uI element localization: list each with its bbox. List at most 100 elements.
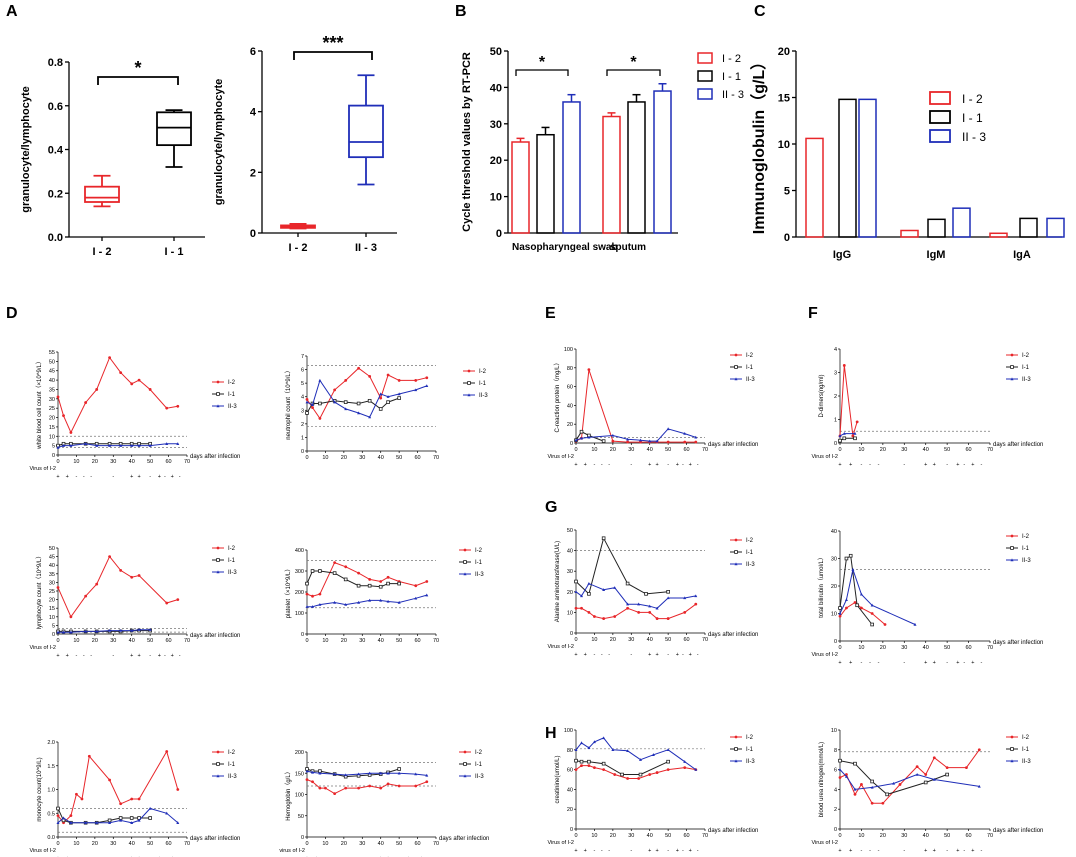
data-point	[357, 571, 360, 575]
virus-row-mark: -	[903, 462, 905, 468]
barchart-B-y-tick-label: 0	[496, 228, 502, 240]
legend-marker	[734, 562, 738, 566]
linechart-D1-y-tick-label: 55	[49, 350, 55, 356]
legend-marker	[216, 762, 220, 766]
linechart-x-tick-label: 60	[684, 637, 690, 643]
virus-row-mark: -	[981, 462, 983, 468]
legend-label: I-1	[228, 392, 236, 398]
legend-label: II - 3	[722, 89, 744, 101]
linechart-D6-y-tick-label: 100	[295, 793, 304, 799]
linechart-E-y-tick-label: 80	[567, 366, 573, 372]
linechart-x-tick-label: 20	[341, 638, 347, 644]
legend-label: II - 3	[962, 130, 986, 144]
linechart-x-tick-label: 70	[184, 841, 190, 847]
data-point	[130, 628, 134, 632]
data-point	[84, 442, 88, 445]
linechart-D3-y-tick-label: 15	[49, 606, 55, 612]
linechart-D1-y-tick-label: 20	[49, 416, 55, 422]
linechart-x-tick-label: 50	[665, 447, 671, 453]
linechart-xlabel: days after infection	[190, 454, 240, 460]
bar-sputum	[602, 115, 621, 234]
linechart-G1-y-tick-label: 40	[567, 549, 573, 555]
legend-label: I-1	[228, 762, 236, 768]
data-point	[666, 590, 670, 594]
virus-row-mark: -	[149, 474, 151, 480]
virus-row-mark: -	[697, 848, 699, 854]
linechart-x-tick-label: 30	[628, 447, 634, 453]
data-point	[574, 606, 578, 610]
data-point	[870, 785, 874, 789]
data-point	[165, 811, 169, 815]
data-point	[84, 401, 88, 404]
data-point	[626, 437, 630, 441]
linechart-G1-y-tick-label: 50	[567, 528, 573, 534]
data-point	[666, 617, 670, 620]
linechart-x-tick-label: 20	[880, 447, 886, 453]
data-point	[343, 400, 348, 404]
barchart-B-ylabel: Cycle threshold values by RT-PCR	[461, 52, 473, 232]
panel-label-F: F	[808, 305, 818, 322]
data-point	[378, 407, 383, 411]
virus-row-mark: +	[130, 653, 133, 659]
data-point	[587, 764, 591, 768]
data-point	[397, 771, 401, 775]
data-point	[311, 403, 315, 407]
linechart-xlabel: days after infection	[993, 640, 1043, 646]
virus-row-mark: -	[946, 462, 948, 468]
data-point	[425, 593, 429, 597]
virus-row-mark: -	[981, 848, 983, 854]
linechart-D1-y-tick-label: 35	[49, 387, 55, 393]
boxplot-A1-y-tick-label: 0.4	[48, 145, 64, 157]
data-point	[56, 630, 60, 634]
linechart-xlabel: days after infection	[993, 442, 1043, 448]
data-point	[639, 758, 642, 761]
series-line-I-2	[57, 356, 178, 434]
linechart-x-tick-label: 60	[166, 459, 172, 465]
linechart-H2-y-tick-label: 2	[834, 807, 837, 813]
data-point	[344, 407, 348, 411]
linechart-x-tick-label: 10	[73, 638, 79, 644]
legend-label: II-3	[1022, 759, 1031, 765]
bar-IgA	[1019, 217, 1038, 238]
data-point	[119, 371, 123, 374]
linechart-x-tick-label: 70	[702, 833, 708, 839]
virus-row-mark: -	[869, 660, 871, 666]
data-point	[305, 411, 309, 415]
virus-row-mark: -	[667, 848, 669, 854]
data-point	[318, 401, 322, 406]
data-point	[639, 438, 642, 442]
series-line-I-1	[57, 808, 151, 824]
panel-label-C: C	[754, 3, 766, 20]
linechart-x-tick-label: 40	[129, 459, 135, 465]
virus-row-label: Virus of I-2	[812, 840, 839, 846]
legend-marker	[734, 759, 738, 763]
virus-row-mark: -	[630, 848, 632, 854]
data-point	[853, 761, 857, 766]
data-point	[694, 602, 698, 606]
linechart-x-tick-label: 10	[858, 645, 864, 651]
virus-row-mark: +	[956, 660, 959, 666]
data-point	[318, 603, 322, 606]
series-line-I-1	[839, 760, 948, 795]
box-iqr	[84, 185, 120, 203]
virus-row-mark: -	[164, 474, 166, 480]
legend-swatch	[929, 129, 951, 143]
virus-row-mark: +	[838, 462, 841, 468]
data-point	[397, 581, 401, 586]
linechart-ylabel: D-dimers(ng/ml)	[819, 374, 825, 417]
data-point	[853, 436, 857, 441]
virus-row-mark: +	[171, 653, 174, 659]
linechart-D2-y-tick-label: 5	[301, 381, 304, 387]
linechart-x-tick-label: 60	[166, 841, 172, 847]
data-point	[333, 792, 337, 796]
linechart-ylabel: total bilirubin（umol/L）	[818, 554, 825, 618]
linechart-D3-y-tick-label: 10	[49, 615, 55, 621]
linechart-x-tick-label: 0	[574, 637, 577, 643]
box-category-label: I - 1	[165, 246, 184, 258]
virus-row-mark: -	[697, 652, 699, 658]
linechart-x-tick-label: 50	[396, 638, 402, 644]
data-point	[137, 797, 141, 801]
